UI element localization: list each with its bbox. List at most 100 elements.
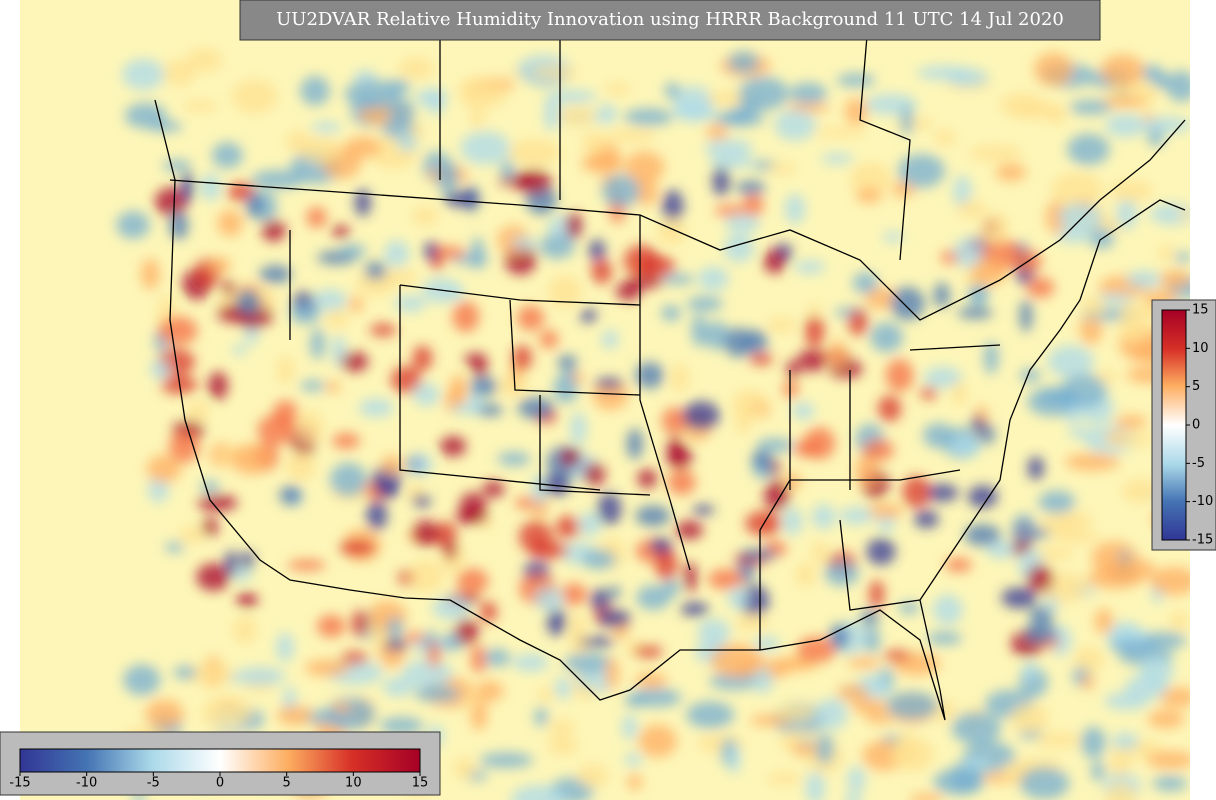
field-patch xyxy=(634,672,668,689)
field-patch xyxy=(624,276,665,289)
field-patch xyxy=(196,563,231,591)
field-patch xyxy=(358,398,394,418)
field-patch xyxy=(534,587,565,611)
field-patch xyxy=(637,468,658,489)
field-patch xyxy=(866,537,896,566)
field-patch xyxy=(783,380,799,399)
field-patch xyxy=(672,102,716,122)
field-patch xyxy=(923,366,963,389)
field-patch xyxy=(863,439,894,461)
field-patch xyxy=(786,359,800,380)
field-patch xyxy=(387,616,403,641)
field-patch xyxy=(837,684,869,701)
field-patch xyxy=(621,714,638,740)
field-patch xyxy=(898,601,920,615)
field-patch xyxy=(583,462,606,487)
field-patch xyxy=(795,562,816,588)
field-patch xyxy=(411,206,439,226)
field-patch xyxy=(926,631,963,645)
field-patch xyxy=(539,330,559,349)
field-patch xyxy=(637,255,676,278)
field-patch xyxy=(969,145,1023,162)
field-patch xyxy=(1146,750,1190,769)
field-patch xyxy=(660,305,682,322)
field-patch xyxy=(1105,113,1146,138)
field-patch xyxy=(957,199,987,219)
field-patch xyxy=(512,653,549,672)
field-patch xyxy=(163,59,196,87)
field-patch xyxy=(1141,116,1190,133)
field-patch xyxy=(983,341,999,375)
field-patch xyxy=(1149,203,1190,225)
field-patch xyxy=(1053,530,1101,544)
field-patch xyxy=(775,705,816,721)
field-patch xyxy=(329,462,368,497)
field-patch xyxy=(211,142,243,169)
field-patch xyxy=(1098,292,1134,305)
field-patch xyxy=(577,764,608,788)
field-patch xyxy=(259,265,292,284)
field-patch xyxy=(1116,197,1138,230)
field-patch xyxy=(794,260,826,274)
field-patch xyxy=(279,485,302,506)
field-patch xyxy=(821,153,854,165)
field-patch xyxy=(735,180,766,195)
field-patch xyxy=(784,193,806,225)
field-patch xyxy=(145,699,184,729)
field-patch xyxy=(682,401,720,430)
field-patch xyxy=(402,659,453,689)
field-patch xyxy=(877,395,902,422)
field-patch xyxy=(554,676,572,700)
field-patch xyxy=(949,435,981,458)
field-patch xyxy=(456,568,489,595)
field-patch xyxy=(557,354,578,370)
field-patch xyxy=(667,435,683,465)
field-patch xyxy=(897,154,945,188)
field-patch xyxy=(725,214,761,233)
field-patch xyxy=(571,372,585,384)
field-patch xyxy=(638,724,677,758)
field-patch xyxy=(560,583,587,606)
field-patch xyxy=(816,698,848,730)
field-patch xyxy=(924,483,959,502)
tick-label: 0 xyxy=(216,776,224,791)
field-patch xyxy=(277,355,295,385)
field-patch xyxy=(751,449,772,469)
field-patch xyxy=(602,174,641,208)
field-patch xyxy=(829,623,850,651)
field-patch xyxy=(791,742,818,757)
field-patch xyxy=(713,111,766,127)
field-patch xyxy=(916,65,973,80)
field-patch xyxy=(539,234,575,259)
field-patch xyxy=(623,108,673,126)
field-patch xyxy=(847,309,869,336)
field-patch xyxy=(201,517,219,537)
map-title: UU2DVAR Relative Humidity Innovation usi… xyxy=(276,9,1064,30)
field-patch xyxy=(580,309,597,323)
field-patch xyxy=(1150,566,1190,596)
field-patch xyxy=(723,233,754,263)
field-patch xyxy=(960,758,992,770)
field-patch xyxy=(364,261,387,280)
field-patch xyxy=(285,451,316,481)
field-patch xyxy=(469,106,485,128)
field-patch xyxy=(390,366,422,394)
field-patch xyxy=(1038,490,1076,514)
field-patch xyxy=(548,719,575,737)
field-patch xyxy=(951,712,1001,745)
field-patch xyxy=(836,73,876,87)
field-patch xyxy=(224,550,238,576)
tick-label: -5 xyxy=(147,776,160,791)
field-patch xyxy=(627,773,642,791)
field-patch xyxy=(900,105,914,136)
field-patch xyxy=(453,758,476,779)
field-patch xyxy=(664,82,681,99)
field-patch xyxy=(510,236,539,250)
field-patch xyxy=(1091,760,1106,782)
field-patch xyxy=(1166,70,1190,103)
field-patch xyxy=(116,211,150,239)
field-patch xyxy=(869,579,885,609)
field-patch xyxy=(534,707,548,727)
field-patch xyxy=(691,313,706,347)
field-patch xyxy=(578,511,601,537)
